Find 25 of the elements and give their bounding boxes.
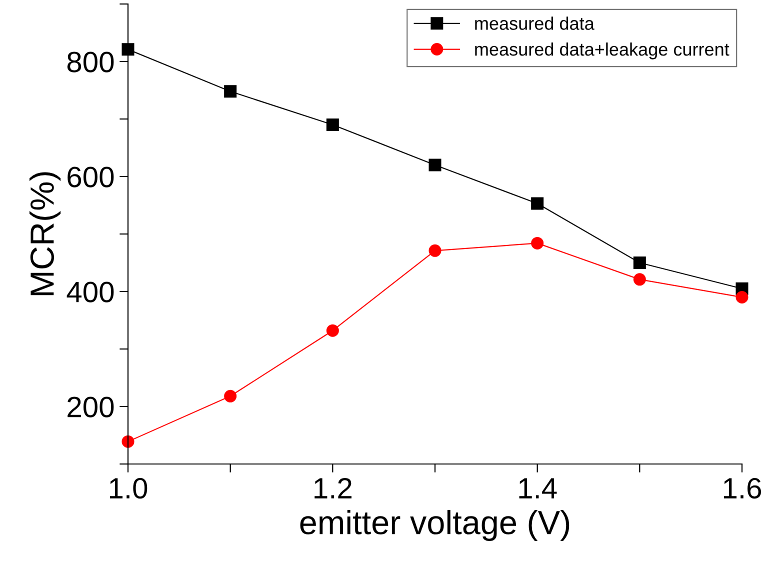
y-tick-label: 600: [68, 166, 114, 188]
y-tick-label: 400: [66, 282, 114, 302]
legend-label: measured data: [475, 16, 594, 30]
x-tick-label: 1.0: [110, 478, 148, 499]
point: [122, 435, 134, 448]
point: [224, 390, 237, 402]
point: [736, 291, 748, 304]
x-tick-label: 1.6: [724, 478, 761, 499]
point: [633, 256, 646, 269]
point: [326, 118, 339, 131]
x-tick-label: 1.2: [314, 478, 352, 498]
x-axis-title: emitter voltage (V): [300, 510, 570, 542]
point: [531, 197, 544, 210]
point: [428, 244, 442, 257]
point: [224, 85, 237, 98]
y-axis-title: MCR(%): [30, 172, 61, 296]
point: [122, 43, 134, 56]
point: [633, 273, 646, 286]
x-tick-label: 1.4: [519, 478, 557, 498]
point: [531, 236, 544, 250]
point: [326, 324, 339, 337]
legend-label: measured data+leakage current: [475, 42, 730, 60]
point: [428, 158, 442, 172]
y-tick-label: 200: [68, 396, 114, 418]
y-tick-label: 800: [67, 52, 114, 72]
